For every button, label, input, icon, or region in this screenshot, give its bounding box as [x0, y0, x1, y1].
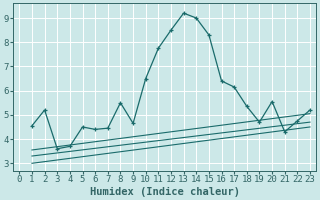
- X-axis label: Humidex (Indice chaleur): Humidex (Indice chaleur): [90, 186, 240, 197]
